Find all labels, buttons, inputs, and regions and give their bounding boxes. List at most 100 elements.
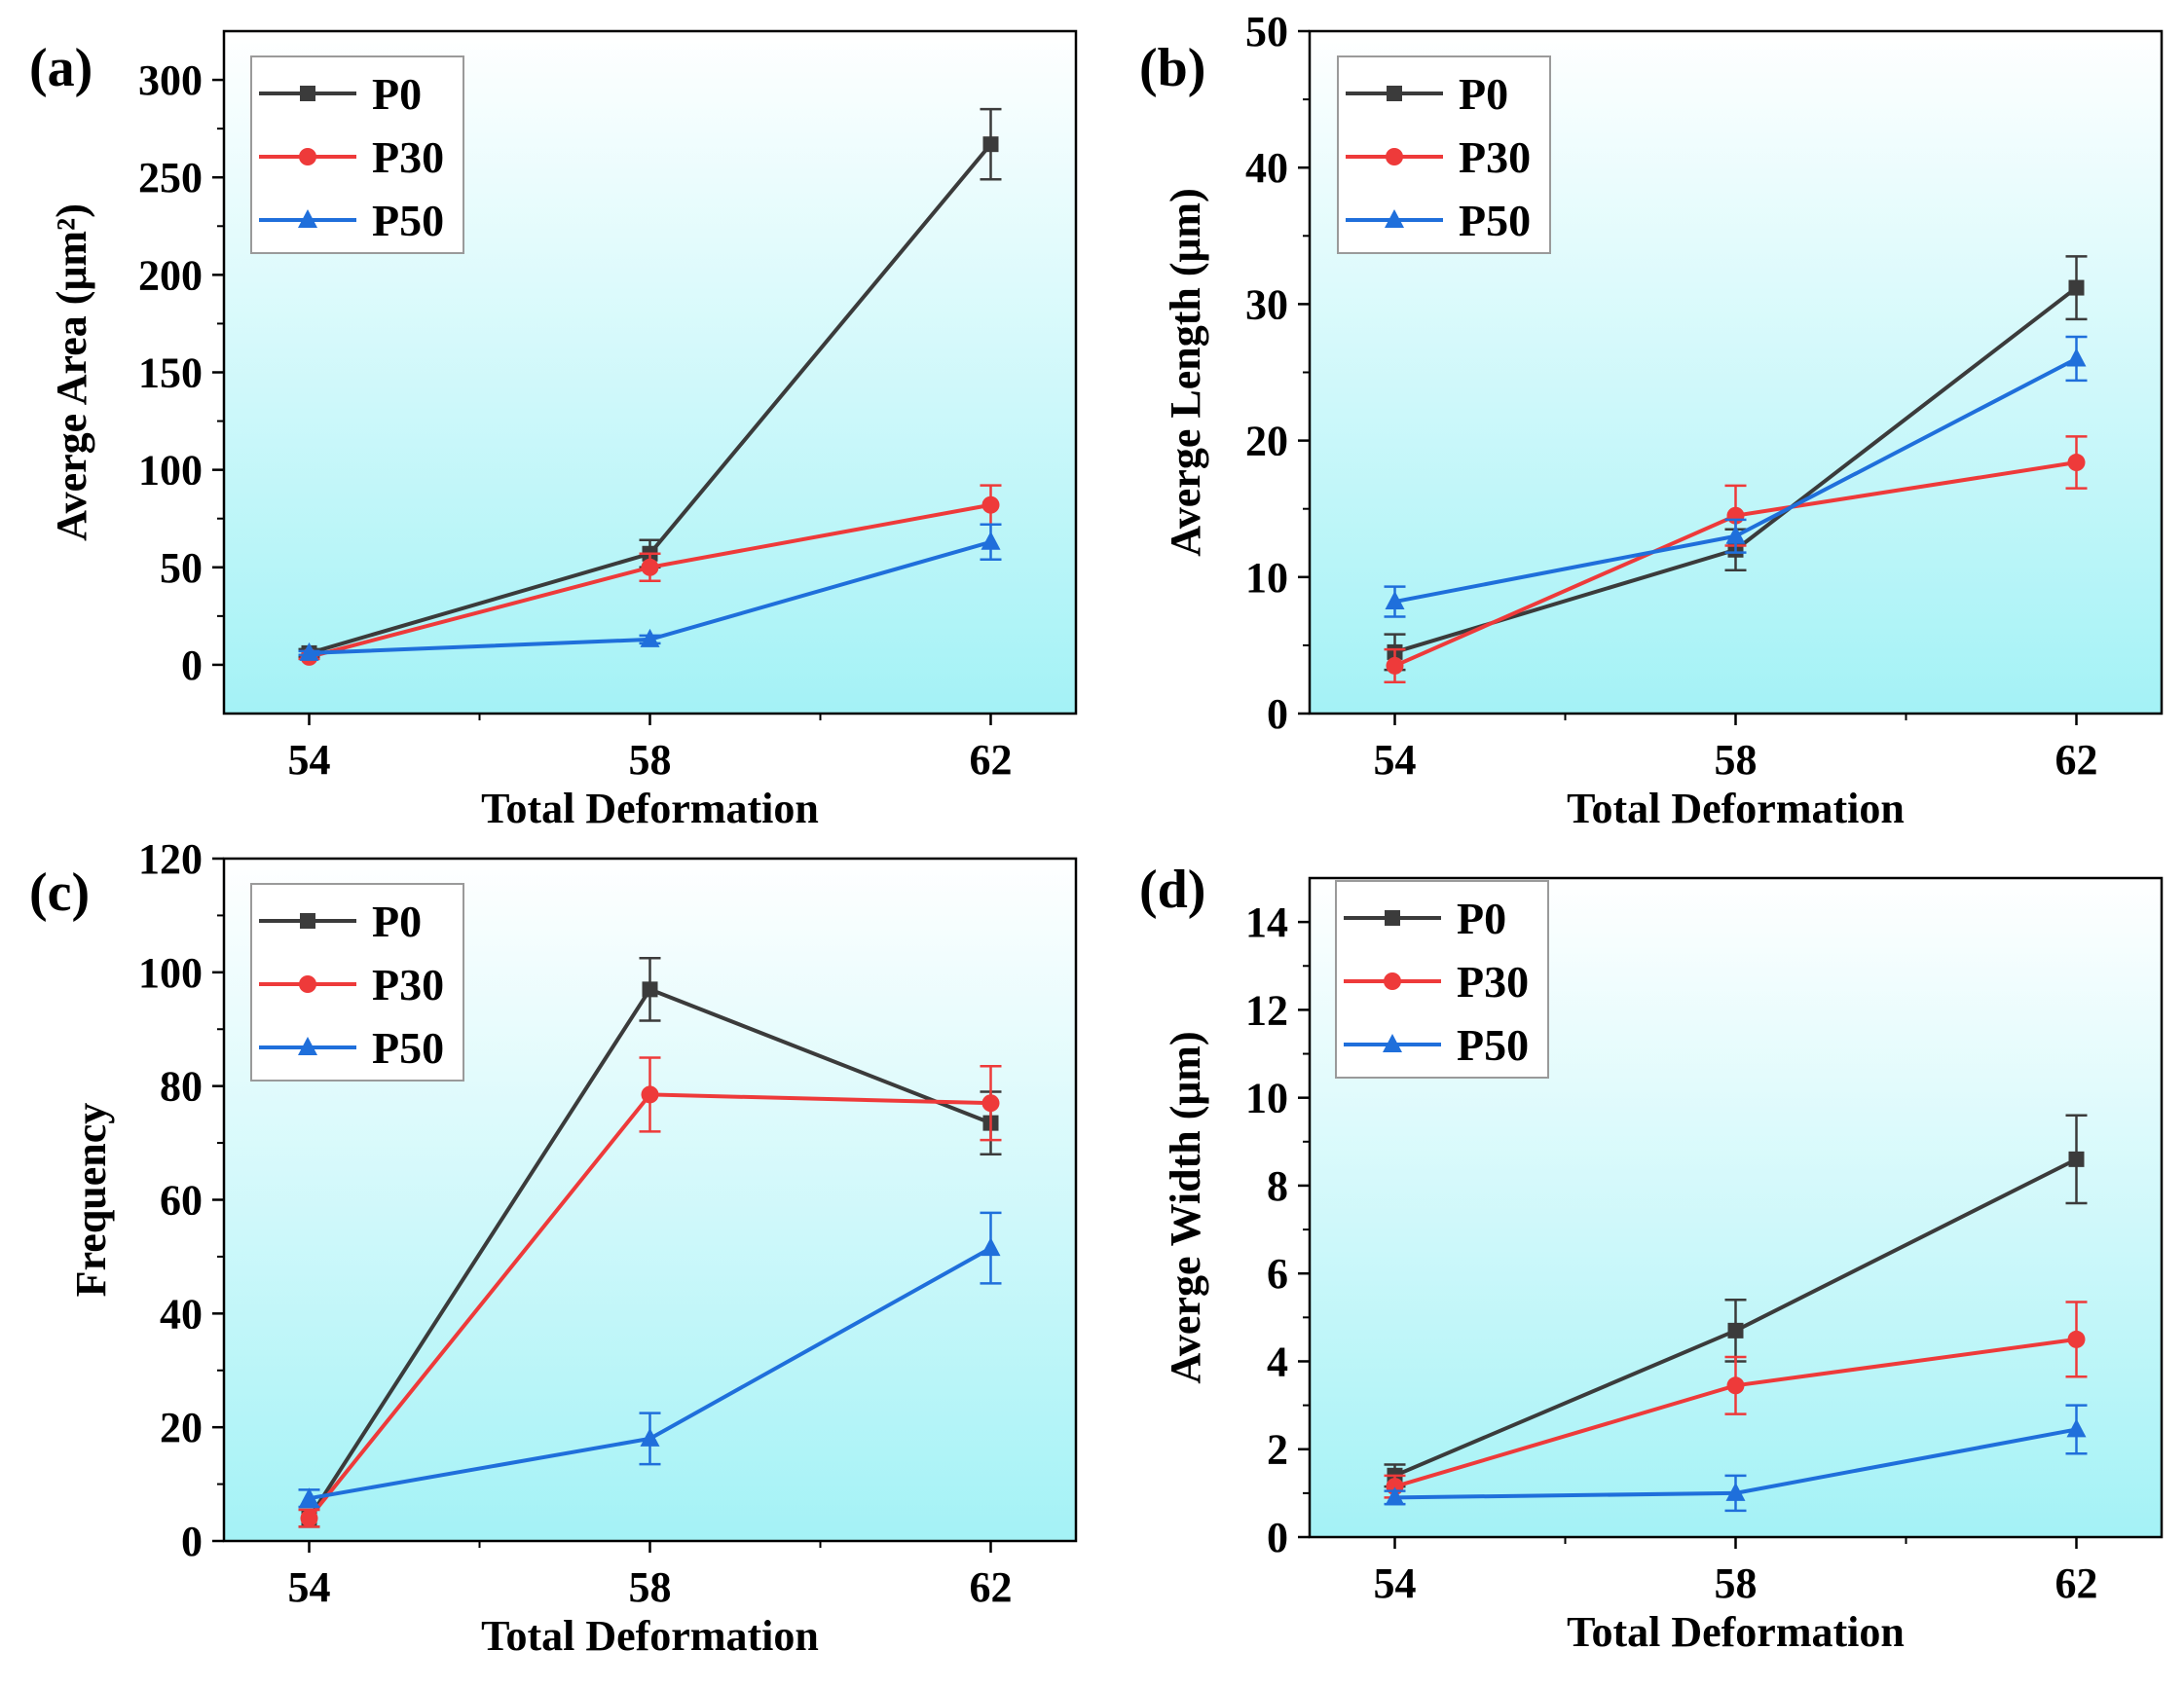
legend-swatch-marker	[1385, 209, 1404, 228]
data-point	[1385, 591, 1405, 610]
y-tick-label: 80	[160, 1063, 203, 1111]
data-point	[641, 558, 659, 576]
x-tick-label: 58	[1715, 736, 1758, 784]
data-point	[2068, 1151, 2085, 1167]
x-tick-label: 62	[970, 736, 1013, 784]
chart-panel-c: 54 58 62 0 20 40 60 80 100 120 Total Deformation Fr…	[29, 835, 1078, 1660]
legend-swatch-marker	[298, 209, 317, 228]
data-point	[2066, 348, 2087, 367]
y-tick-label: 0	[181, 642, 203, 689]
y-tick-label: 20	[160, 1404, 203, 1451]
legend-label: P0	[372, 897, 422, 946]
x-tick-label: 54	[1374, 1559, 1417, 1607]
legend: P0 P30 P50	[1337, 55, 1551, 254]
y-tick-label: 10	[1245, 1075, 1288, 1122]
x-tick-label: 58	[1715, 1559, 1758, 1607]
data-point	[1385, 1486, 1405, 1506]
legend-swatch-marker	[1385, 910, 1400, 926]
data-point	[1727, 1322, 1744, 1339]
y-tick-label: 30	[1245, 280, 1288, 328]
series-p30	[1384, 435, 2088, 684]
panel-label: (b)	[1139, 38, 1205, 98]
legend-swatch-marker	[298, 1037, 317, 1055]
y-tick-label: 0	[181, 1518, 203, 1565]
y-tick-label: 4	[1267, 1338, 1288, 1385]
y-tick-label: 120	[138, 835, 203, 883]
series-p30	[298, 1056, 1002, 1528]
data-point	[300, 1509, 318, 1527]
y-axis-title: Averge Length (μm)	[1162, 188, 1209, 556]
y-tick-label: 200	[138, 251, 203, 299]
data-point	[2068, 279, 2085, 296]
y-tick-label: 6	[1267, 1250, 1288, 1298]
chart-panel-d: 54 58 62 0 2 4 6 8 10 12 14 Total Deformation Averge…	[1139, 860, 2164, 1656]
legend-label: P0	[1459, 69, 1508, 119]
x-tick-label: 62	[970, 1563, 1013, 1611]
y-tick-label: 300	[138, 56, 203, 104]
series-p0	[1384, 1114, 2088, 1488]
data-point	[2067, 454, 2086, 472]
legend-label: P30	[372, 132, 444, 182]
panel-label: (d)	[1139, 860, 1205, 920]
y-tick-label: 14	[1245, 899, 1288, 946]
y-axis-title: Averge Area (μm²)	[48, 203, 95, 541]
y-tick-label: 0	[1267, 690, 1288, 738]
legend-swatch-marker	[299, 975, 316, 993]
x-axis-title: Total Deformation	[481, 785, 819, 832]
chart-panel-a: 54 58 62 0 50 100 150 200 250 300 Total Deformatio…	[29, 29, 1078, 832]
x-axis-title: Total Deformation	[1567, 785, 1905, 832]
series-p50	[1384, 335, 2088, 618]
legend-label: P50	[372, 1023, 444, 1073]
data-point	[1726, 1376, 1745, 1395]
y-tick-label: 10	[1245, 554, 1288, 602]
x-tick-label: 58	[629, 1563, 672, 1611]
data-point	[2067, 1330, 2086, 1348]
data-point	[641, 1085, 659, 1104]
x-tick-label: 54	[288, 736, 331, 784]
legend: P0 P30 P50	[250, 883, 464, 1082]
series-p50	[298, 1211, 1002, 1509]
legend-label: P30	[1457, 957, 1529, 1007]
legend-label: P0	[372, 69, 422, 119]
y-tick-label: 250	[138, 154, 203, 202]
x-tick-label: 54	[1374, 736, 1417, 784]
legend-swatch-marker	[1386, 148, 1403, 165]
series-p50	[298, 523, 1002, 661]
legend-label: P50	[1459, 196, 1531, 245]
legend-label: P30	[1459, 132, 1531, 182]
data-point	[982, 136, 999, 153]
x-tick-label: 62	[2055, 736, 2098, 784]
data-point	[2066, 1418, 2087, 1438]
legend-swatch-marker	[300, 86, 315, 101]
data-point	[981, 495, 1000, 514]
legend-label: P50	[1457, 1020, 1529, 1070]
y-tick-label: 100	[138, 447, 203, 495]
y-tick-label: 8	[1267, 1162, 1288, 1210]
data-point	[981, 1094, 1000, 1113]
legend-swatch-marker	[1383, 1034, 1402, 1052]
panel-label: (a)	[29, 38, 93, 98]
data-point	[1386, 656, 1404, 675]
panel-label: (c)	[29, 862, 90, 923]
legend-swatch-marker	[300, 913, 315, 929]
x-axis-title: Total Deformation	[1567, 1608, 1905, 1656]
data-point	[981, 1237, 1001, 1257]
y-tick-label: 60	[160, 1177, 203, 1225]
data-point	[1725, 525, 1746, 544]
series-p50	[1384, 1404, 2088, 1513]
x-axis-title: Total Deformation	[481, 1612, 819, 1660]
y-tick-label: 50	[160, 544, 203, 592]
data-point	[981, 531, 1001, 550]
y-tick-label: 40	[1245, 144, 1288, 192]
data-point	[642, 981, 658, 998]
y-axis-title: Averge Width (μm)	[1162, 1031, 1209, 1383]
legend: P0 P30 P50	[250, 55, 464, 254]
legend-swatch-marker	[1384, 972, 1401, 990]
data-point	[299, 1487, 319, 1507]
x-tick-label: 58	[629, 736, 672, 784]
legend-label: P50	[372, 196, 444, 245]
legend: P0 P30 P50	[1335, 880, 1549, 1079]
y-axis-title: Frequency	[67, 1103, 115, 1298]
legend-swatch-marker	[1387, 86, 1402, 101]
y-tick-label: 40	[160, 1290, 203, 1338]
